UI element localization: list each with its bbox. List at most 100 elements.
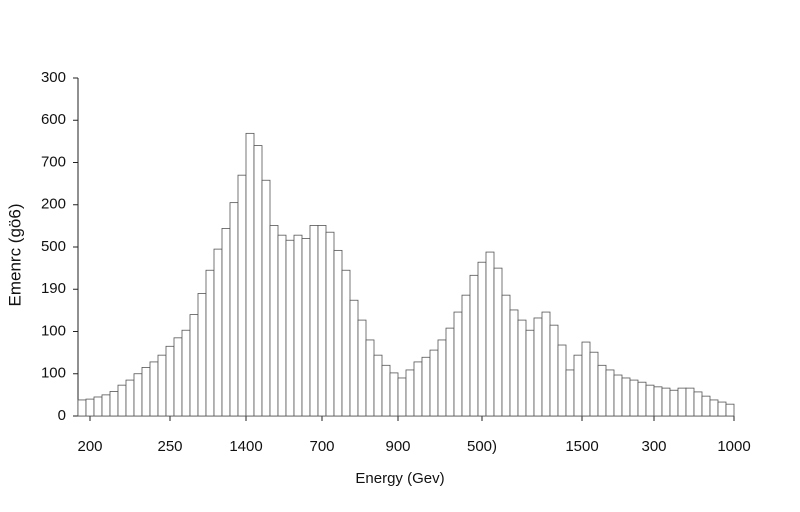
bar — [181, 329, 191, 417]
bar — [245, 132, 255, 417]
bar — [709, 399, 719, 417]
bar — [605, 369, 615, 417]
x-tick-label: 700 — [309, 438, 334, 455]
bar — [533, 317, 543, 417]
bar — [381, 364, 391, 417]
bar — [189, 314, 199, 417]
x-tick-label: 1400 — [229, 438, 262, 455]
x-axis-label: Energy (Gev) — [355, 470, 444, 487]
bar — [157, 354, 167, 417]
bar — [85, 398, 95, 417]
bar — [285, 239, 295, 417]
bar — [613, 374, 623, 417]
bar — [197, 293, 207, 417]
bar — [125, 379, 135, 417]
y-tick-label: 190 — [41, 280, 66, 297]
bar — [653, 386, 663, 417]
bar — [573, 354, 583, 417]
bar — [429, 349, 439, 417]
bar — [597, 364, 607, 417]
bar — [373, 354, 383, 417]
bar — [725, 403, 735, 417]
bar — [477, 261, 487, 417]
x-tick-label: 1000 — [717, 438, 750, 455]
bar — [437, 339, 447, 417]
bar — [405, 369, 415, 417]
bar — [173, 337, 183, 417]
y-tick-label: 500 — [41, 238, 66, 255]
bar — [333, 249, 343, 417]
x-tick-label: 300 — [641, 438, 666, 455]
bar — [77, 399, 87, 417]
x-tick-label: 250 — [157, 438, 182, 455]
y-tick-label: 200 — [41, 196, 66, 213]
bar — [669, 389, 679, 417]
bar — [565, 369, 575, 417]
bar — [413, 361, 423, 417]
bar — [293, 234, 303, 417]
bar — [357, 319, 367, 417]
bar — [677, 387, 687, 417]
bar — [525, 329, 535, 417]
bar — [581, 341, 591, 417]
x-tick-label: 500) — [467, 438, 497, 455]
bar — [301, 238, 311, 417]
bar — [717, 401, 727, 417]
bar — [645, 384, 655, 417]
bar — [341, 269, 351, 417]
bar — [213, 248, 223, 417]
bar — [493, 267, 503, 417]
bar — [349, 299, 359, 417]
bar — [701, 395, 711, 417]
bar — [421, 356, 431, 417]
y-tick-label: 700 — [41, 153, 66, 170]
bar — [165, 345, 175, 417]
y-axis-label: Emenrc (gö6) — [5, 204, 24, 307]
bar — [117, 384, 127, 417]
y-tick-label: 100 — [41, 365, 66, 382]
bar — [469, 274, 479, 417]
bar — [501, 294, 511, 417]
bar — [485, 251, 495, 417]
bar — [621, 377, 631, 417]
bar — [509, 309, 519, 417]
bar — [141, 367, 151, 417]
bar — [589, 351, 599, 417]
bar — [397, 377, 407, 417]
y-tick-label: 0 — [58, 407, 66, 424]
bar — [109, 391, 119, 417]
bar — [629, 379, 639, 417]
bar — [461, 294, 471, 417]
bar — [517, 319, 527, 417]
bar — [149, 361, 159, 417]
bar — [205, 269, 215, 417]
bar — [661, 387, 671, 417]
bar — [229, 202, 239, 417]
x-tick-label: 900 — [385, 438, 410, 455]
bar — [101, 394, 111, 417]
bar — [237, 174, 247, 417]
bar — [309, 225, 319, 417]
bar — [693, 391, 703, 417]
y-tick-label: 300 — [41, 69, 66, 86]
bar — [637, 381, 647, 417]
bar — [389, 372, 399, 417]
bar — [453, 311, 463, 417]
bar — [445, 327, 455, 417]
bar — [253, 145, 263, 417]
x-tick-label: 200 — [77, 438, 102, 455]
x-tick-label: 1500 — [565, 438, 598, 455]
bar — [541, 311, 551, 417]
y-tick-label: 100 — [41, 322, 66, 339]
bar — [221, 228, 231, 417]
bar — [685, 387, 695, 417]
bar — [365, 339, 375, 417]
bar — [269, 225, 279, 417]
bar — [93, 396, 103, 417]
bar — [325, 231, 335, 417]
bar — [133, 373, 143, 417]
bar — [557, 344, 567, 417]
bar — [317, 225, 327, 417]
y-tick-label: 600 — [41, 111, 66, 128]
